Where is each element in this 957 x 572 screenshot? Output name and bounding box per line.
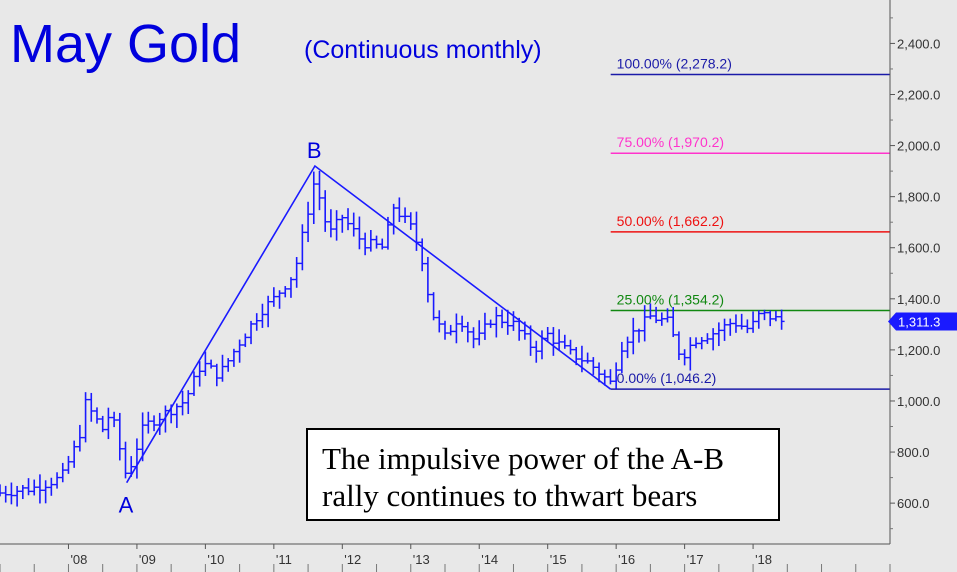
y-tick-label: 1,800.0 xyxy=(897,190,940,205)
annotation-line-1: The impulsive power of the A-B xyxy=(322,441,725,476)
y-tick-label: 2,000.0 xyxy=(897,139,940,154)
x-tick-label: '14 xyxy=(481,552,498,567)
y-tick-label: 1,000.0 xyxy=(897,394,940,409)
x-tick-label: '13 xyxy=(413,552,430,567)
abc-wave-lines: AB xyxy=(119,138,612,518)
fib-level-label: 25.00% (1,354.2) xyxy=(617,292,724,308)
fib-level-label: 75.00% (1,970.2) xyxy=(617,134,724,150)
y-tick-label: 1,400.0 xyxy=(897,292,940,307)
y-tick-label: 2,400.0 xyxy=(897,36,940,51)
x-tick-label: '15 xyxy=(550,552,567,567)
y-tick-label: 800.0 xyxy=(897,445,930,460)
x-tick-label: '18 xyxy=(755,552,772,567)
x-tick-label: '17 xyxy=(687,552,704,567)
x-tick-label: '12 xyxy=(344,552,361,567)
abc-wave-line xyxy=(125,164,612,484)
last-price-tag xyxy=(888,312,957,331)
x-tick-label: '16 xyxy=(618,552,635,567)
y-tick-label: 2,200.0 xyxy=(897,87,940,102)
wave-point-label: B xyxy=(307,138,322,163)
annotation-box: The impulsive power of the A-B rally con… xyxy=(306,428,780,521)
chart-subtitle: (Continuous monthly) xyxy=(304,36,542,64)
x-tick-label: '11 xyxy=(276,552,292,567)
fib-level-label: 0.00% (1,046.2) xyxy=(617,370,717,386)
last-price-label: 1,311.3 xyxy=(898,314,940,329)
x-tick-label: '10 xyxy=(207,552,224,567)
x-tick-label: '08 xyxy=(70,552,87,567)
price-bars xyxy=(0,170,785,507)
fib-level-label: 100.00% (2,278.2) xyxy=(617,56,732,72)
wave-point-label: A xyxy=(119,493,134,518)
fibonacci-levels: 100.00% (2,278.2) 75.00% (1,970.2) 50.00% … xyxy=(610,56,890,390)
y-tick-label: 1,600.0 xyxy=(897,241,940,256)
y-tick-label: 1,200.0 xyxy=(897,343,940,358)
chart-title: May Gold xyxy=(10,14,241,74)
fib-level-label: 50.00% (1,662.2) xyxy=(617,213,724,229)
y-tick-label: 600.0 xyxy=(897,496,930,511)
annotation-line-2: rally continues to thwart bears xyxy=(322,478,698,513)
x-tick-label: '09 xyxy=(139,552,156,567)
